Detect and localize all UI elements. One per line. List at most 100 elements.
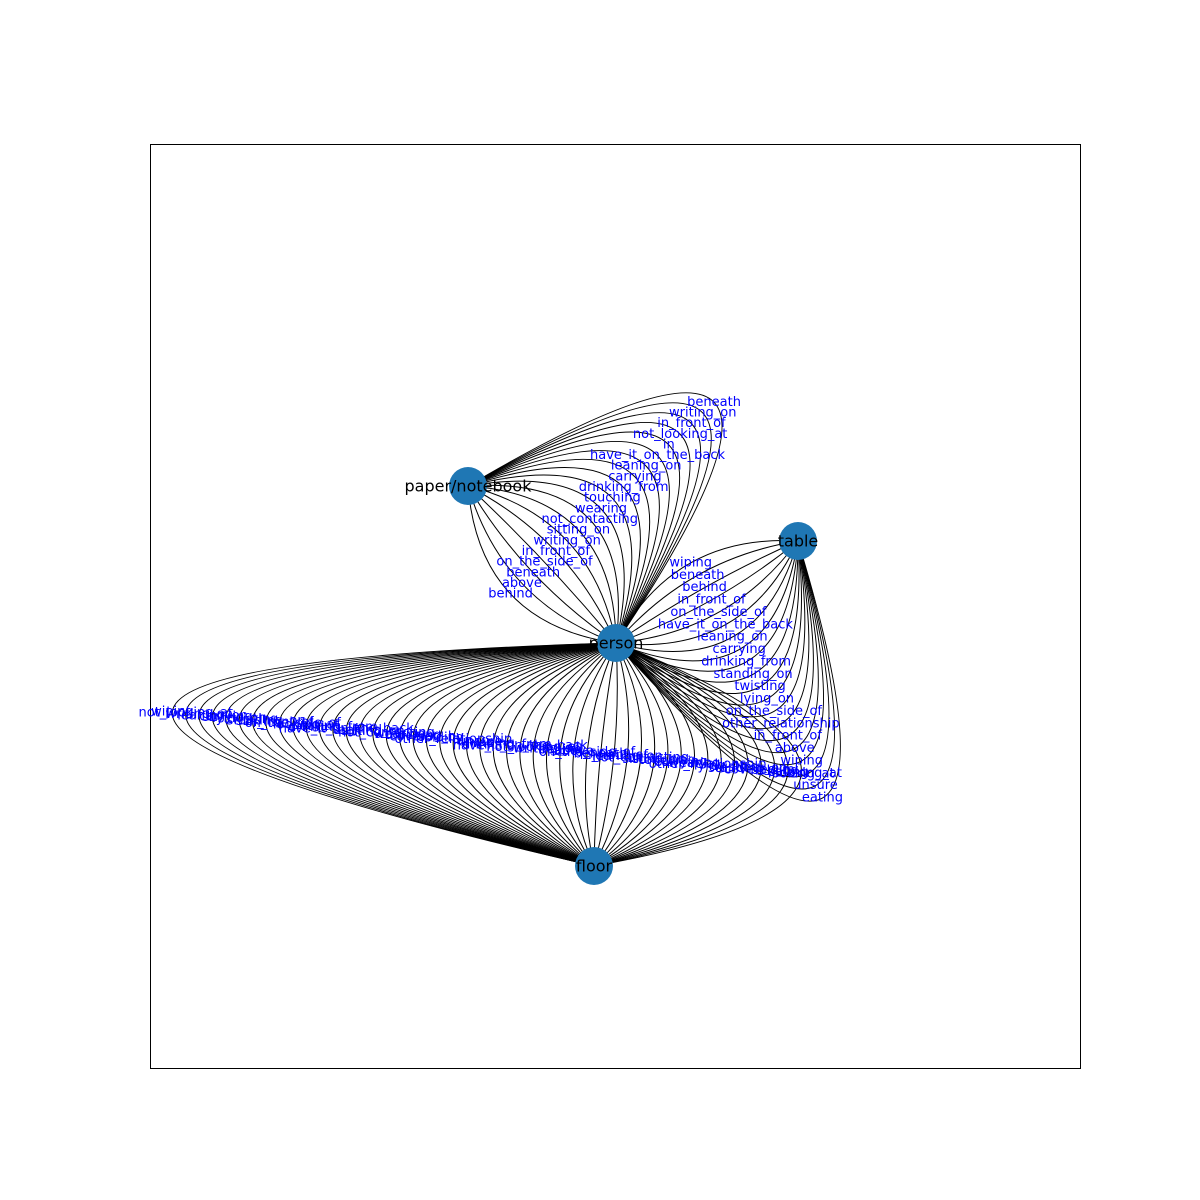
- edge-person-table: [615, 540, 799, 662]
- edge-label: in: [663, 437, 675, 452]
- edge-label: behind: [488, 587, 533, 602]
- edges-layer: [171, 392, 841, 867]
- edge-person-floor: [593, 642, 722, 867]
- edge-label: touching: [639, 753, 696, 768]
- edge-person-paper: [467, 412, 702, 644]
- edge-person-floor: [345, 642, 617, 867]
- edge-label: drinking_from: [288, 720, 378, 735]
- edge-label: on_the_side_of: [245, 716, 342, 731]
- edge-label: standing_on: [708, 761, 787, 776]
- edge-person-floor: [292, 642, 617, 867]
- edge-person-floor: [585, 642, 617, 867]
- edge-person-table: [615, 540, 799, 683]
- edge-person-table: [615, 540, 799, 644]
- edge-label: in_front_of: [754, 729, 823, 744]
- edge-label: not_contacting: [592, 751, 689, 766]
- edge-label: on_the_side_of: [670, 605, 767, 620]
- nodes-layer: person paper/notebook table floor: [405, 467, 819, 885]
- node-label-paper: paper/notebook: [405, 477, 533, 496]
- edge-label: sitting_on: [622, 752, 685, 767]
- node-label-floor: floor: [576, 857, 613, 876]
- edge-label: not_looking_at: [486, 740, 581, 755]
- edge-label: above: [502, 576, 542, 591]
- edge-person-table: [615, 540, 799, 644]
- edge-label: have_it_on_the_back: [279, 721, 414, 736]
- edge-person-floor: [593, 642, 642, 867]
- edge-person-table: [615, 540, 806, 718]
- edge-label: wearing: [668, 756, 720, 771]
- edge-label: leaning_on: [592, 749, 663, 764]
- edge-label: carrying: [654, 754, 707, 769]
- edge-label: not_looking_at: [633, 427, 728, 442]
- edge-label: drinking_from: [579, 480, 669, 495]
- edge-person-table: [615, 540, 830, 778]
- edge-label: lying_on: [212, 711, 266, 726]
- edge-label: twisting: [227, 712, 278, 727]
- edge-label: not_contacting: [541, 512, 638, 527]
- edge-person-table: [615, 540, 799, 652]
- edge-person-floor: [466, 642, 617, 867]
- edge-person-table: [615, 540, 799, 644]
- edge-label: other_relationship: [649, 757, 767, 772]
- edge-person-table: [615, 540, 799, 644]
- edge-person-floor: [198, 642, 617, 867]
- edge-label: looking_at: [775, 766, 842, 781]
- edge-person-paper: [467, 421, 691, 644]
- edge-person-floor: [412, 642, 617, 867]
- edge-person-floor: [212, 642, 617, 867]
- plot-frame: [150, 144, 1081, 1069]
- edge-person-floor: [492, 642, 617, 867]
- edge-person-paper: [467, 485, 617, 644]
- edge-label: wiping: [151, 704, 194, 719]
- edge-label: writing_on: [533, 533, 600, 548]
- edge-label: not_contacting: [338, 725, 435, 740]
- node-paper: [449, 467, 487, 505]
- edge-label: carrying: [608, 469, 661, 484]
- edge-person-floor: [238, 642, 617, 867]
- node-label-table: table: [778, 532, 819, 551]
- edge-person-floor: [593, 642, 789, 867]
- edge-label: wearing: [374, 727, 426, 742]
- edge-label: covered_by: [389, 729, 464, 744]
- edge-label: eating: [299, 719, 340, 734]
- edge-person-floor: [519, 642, 617, 867]
- node-table: [779, 522, 817, 560]
- edge-person-paper: [467, 485, 617, 644]
- edge-person-paper: [467, 467, 641, 644]
- edge-person-floor: [171, 642, 617, 867]
- edge-person-floor: [332, 642, 617, 867]
- edge-person-floor: [319, 642, 617, 867]
- edge-label: looking_at: [768, 766, 835, 781]
- edge-label: covered_by: [724, 762, 799, 777]
- edge-label: unsure: [793, 778, 838, 793]
- edge-label: behind: [337, 723, 382, 738]
- edge-person-paper: [467, 450, 660, 644]
- edge-label: beneath: [506, 565, 560, 580]
- edge-label: have_it_on_the_back: [590, 448, 725, 463]
- edge-person-table: [615, 540, 799, 644]
- edge-label: looking_at: [273, 718, 340, 733]
- edge-person-floor: [593, 642, 656, 867]
- edge-person-paper: [467, 485, 617, 644]
- edge-person-floor: [593, 642, 749, 867]
- edge-person-floor: [572, 642, 617, 867]
- edge-label: leaning_on: [697, 630, 768, 645]
- node-label-person: person: [589, 634, 644, 653]
- edge-person-floor: [372, 642, 617, 867]
- edge-label: drinking_from: [701, 654, 791, 669]
- edge-label: other_relationship: [395, 732, 513, 747]
- edge-label: sitting_on: [341, 724, 404, 739]
- edge-person-floor: [185, 642, 617, 867]
- edge-person-paper: [467, 485, 617, 644]
- edge-labels-layer: behindabovebeneathon_the_side_ofin_front…: [139, 395, 844, 806]
- edge-label: carrying: [199, 710, 252, 725]
- edge-person-floor: [593, 642, 775, 867]
- edge-person-paper: [467, 474, 633, 644]
- edge-label: standing_on: [226, 714, 305, 729]
- edge-label: other_relationship: [722, 716, 840, 731]
- edge-person-floor: [305, 642, 617, 867]
- edge-person-floor: [593, 642, 762, 867]
- edge-label: writing_on: [669, 405, 736, 420]
- edge-person-floor: [532, 642, 617, 867]
